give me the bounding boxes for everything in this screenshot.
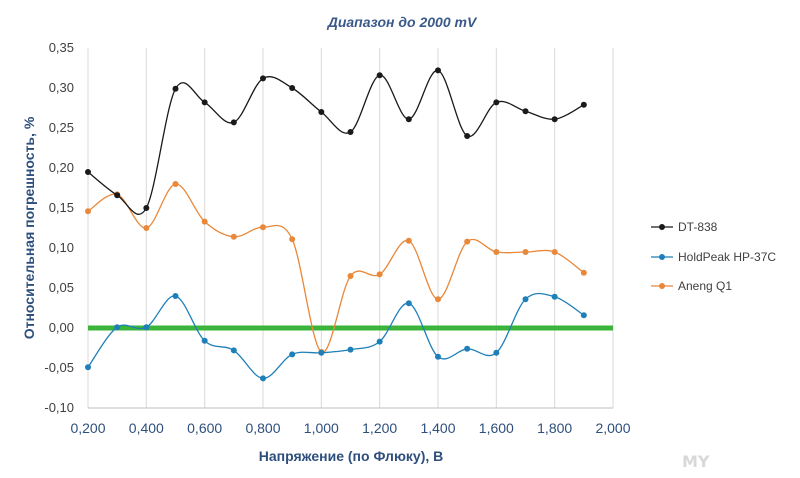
x-tick-label: 1,800	[537, 420, 572, 436]
watermark: MY	[682, 452, 710, 471]
legend-item: DT-838	[651, 220, 718, 234]
series-layer	[85, 67, 587, 382]
data-point	[114, 192, 121, 199]
data-point	[172, 181, 179, 187]
data-point	[435, 67, 441, 74]
data-point	[85, 169, 91, 175]
data-point	[114, 324, 121, 331]
data-point	[580, 101, 587, 108]
data-point	[464, 238, 471, 245]
y-tick-label: -0,05	[44, 360, 74, 375]
y-tick-label: 0,00	[49, 320, 74, 335]
data-point	[493, 249, 500, 255]
y-tick-label: 0,25	[49, 120, 74, 135]
y-tick-label: 0,05	[49, 280, 74, 295]
data-point	[522, 108, 529, 115]
data-point	[172, 85, 179, 92]
data-point	[347, 273, 354, 279]
y-ticks: -0,10 -0,05 0,00 0,05 0,10 0,15 0,20 0,25 0,30 0,…	[44, 40, 74, 415]
data-point	[347, 129, 354, 135]
data-point	[85, 208, 91, 215]
data-point	[551, 249, 558, 255]
grid	[87, 48, 614, 408]
data-point	[551, 293, 558, 300]
data-point	[464, 345, 471, 352]
data-point	[172, 293, 179, 299]
legend-marker	[659, 254, 665, 260]
data-point	[230, 347, 237, 354]
y-tick-label: 0,35	[49, 40, 74, 55]
series-line	[87, 292, 585, 380]
legend-marker	[659, 224, 665, 230]
data-point	[580, 312, 587, 319]
data-point	[289, 351, 296, 358]
legend-item: Aneng Q1	[651, 279, 732, 293]
data-point	[260, 375, 266, 382]
x-tick-label: 1,000	[304, 420, 339, 436]
data-point	[289, 85, 296, 91]
series-holdpeak-hp-37c	[85, 292, 587, 382]
data-point	[230, 119, 237, 126]
data-point	[260, 75, 266, 82]
legend-label: Aneng Q1	[678, 279, 732, 293]
x-tick-label: 1,400	[420, 420, 455, 436]
data-point	[376, 72, 383, 79]
x-tick-label: 1,600	[479, 420, 514, 436]
series-line	[87, 69, 585, 215]
x-axis-title: Напряжение (по Флюку), В	[259, 448, 444, 464]
x-tick-label: 1,200	[362, 420, 397, 436]
y-tick-label: 0,15	[49, 200, 74, 215]
data-point	[376, 271, 383, 278]
chart-title: Диапазон до 2000 mV	[327, 14, 478, 30]
series-aneng-q1	[85, 181, 587, 355]
data-point	[318, 349, 325, 356]
data-point	[405, 237, 412, 244]
data-point	[230, 233, 237, 240]
data-point	[405, 116, 412, 123]
data-point	[143, 205, 150, 211]
data-point	[201, 337, 208, 344]
y-axis-title: Относительная погрешность, %	[21, 116, 37, 339]
data-point	[201, 218, 208, 225]
x-ticks: 0,200 0,400 0,600 0,800 1,000 1,200 1,400 1,600…	[70, 420, 630, 436]
data-point	[580, 269, 587, 276]
data-point	[464, 133, 471, 139]
data-point	[347, 346, 354, 353]
legend-label: DT-838	[678, 220, 718, 234]
data-point	[201, 99, 208, 106]
data-point	[435, 296, 441, 303]
data-point	[551, 116, 558, 123]
legend: DT-838 HoldPeak HP-37C Aneng Q1	[651, 220, 776, 293]
series-dt-838	[85, 67, 587, 215]
data-point	[493, 99, 500, 106]
data-point	[376, 338, 383, 345]
y-tick-label: 0,20	[49, 160, 74, 175]
data-point	[318, 109, 325, 115]
data-point	[143, 225, 150, 231]
x-tick-label: 0,600	[187, 420, 222, 436]
y-tick-label: 0,10	[49, 240, 74, 255]
legend-label: HoldPeak HP-37C	[678, 250, 776, 264]
legend-marker	[659, 283, 665, 289]
data-point	[289, 236, 296, 243]
data-point	[405, 300, 412, 307]
x-tick-label: 0,400	[129, 420, 164, 436]
data-point	[522, 249, 529, 255]
x-tick-label: 2,000	[595, 420, 630, 436]
data-point	[522, 296, 529, 303]
legend-item: HoldPeak HP-37C	[651, 250, 776, 264]
y-tick-label: -0,10	[44, 400, 74, 415]
data-point	[85, 364, 91, 371]
y-tick-label: 0,30	[49, 80, 74, 95]
data-point	[260, 224, 266, 231]
x-tick-label: 0,800	[245, 420, 280, 436]
data-point	[493, 349, 500, 356]
x-tick-label: 0,200	[70, 420, 105, 436]
data-point	[435, 353, 441, 360]
data-point	[143, 324, 150, 331]
